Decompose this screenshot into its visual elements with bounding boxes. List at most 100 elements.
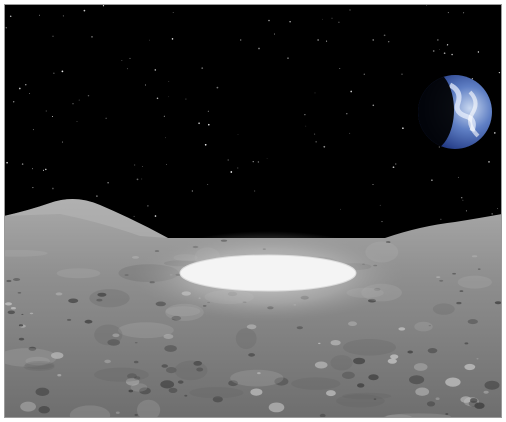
surface-patch xyxy=(414,321,433,332)
crater xyxy=(115,411,120,414)
crater xyxy=(413,363,428,371)
crater xyxy=(439,279,444,282)
star xyxy=(304,114,306,116)
crater xyxy=(330,340,341,346)
crater xyxy=(28,346,37,351)
surface-patch xyxy=(69,405,111,418)
star xyxy=(350,90,353,93)
crater xyxy=(13,278,21,281)
star xyxy=(141,178,143,180)
crater xyxy=(436,276,441,278)
crater xyxy=(464,363,476,371)
crater xyxy=(177,380,184,384)
star xyxy=(346,113,348,115)
crater xyxy=(97,292,107,297)
crater xyxy=(476,358,479,360)
star xyxy=(136,178,139,181)
surface-patch xyxy=(330,355,353,371)
star xyxy=(314,92,316,94)
star xyxy=(465,210,467,212)
star xyxy=(208,123,210,126)
star xyxy=(168,96,170,98)
crater xyxy=(248,353,256,357)
star xyxy=(457,176,459,178)
crater xyxy=(456,301,462,305)
star xyxy=(134,164,136,166)
star xyxy=(379,204,381,206)
star xyxy=(105,117,107,119)
frame xyxy=(4,4,502,418)
crater xyxy=(125,377,140,386)
star xyxy=(52,187,54,190)
star xyxy=(491,213,494,215)
star xyxy=(91,36,93,38)
star xyxy=(171,38,174,40)
crater xyxy=(348,321,357,327)
crater xyxy=(246,324,257,330)
image xyxy=(4,4,502,418)
surface-patch xyxy=(137,399,161,418)
crater xyxy=(319,413,326,418)
star xyxy=(216,86,219,89)
star xyxy=(381,221,383,223)
crater xyxy=(21,313,24,315)
star xyxy=(51,116,53,117)
star xyxy=(149,39,150,41)
surface-patch xyxy=(343,339,396,356)
star xyxy=(462,199,464,201)
crater xyxy=(134,342,138,344)
star xyxy=(372,104,375,107)
crater xyxy=(459,290,464,292)
star xyxy=(154,215,157,217)
star xyxy=(129,57,131,59)
star xyxy=(61,141,64,143)
crater xyxy=(385,241,391,243)
star xyxy=(387,40,390,43)
star xyxy=(45,168,47,171)
star xyxy=(107,182,109,184)
star xyxy=(166,164,167,165)
crater xyxy=(29,312,34,315)
crater xyxy=(484,380,500,390)
star xyxy=(25,84,27,86)
crater xyxy=(445,413,449,415)
star xyxy=(257,161,260,163)
crater xyxy=(318,342,321,345)
crater xyxy=(112,333,120,338)
crater xyxy=(38,406,50,414)
crater xyxy=(104,359,111,364)
earth xyxy=(418,75,492,149)
star xyxy=(431,179,433,182)
star xyxy=(32,168,33,170)
star xyxy=(268,19,270,22)
crater xyxy=(398,327,406,331)
star xyxy=(471,78,474,80)
crater xyxy=(445,377,461,387)
crater xyxy=(274,377,289,386)
crater xyxy=(467,319,478,325)
crater xyxy=(67,318,72,321)
star xyxy=(447,12,449,14)
star xyxy=(266,158,268,160)
star xyxy=(432,50,435,52)
crater xyxy=(5,302,12,306)
surface-patch xyxy=(56,268,101,279)
surface-patch xyxy=(174,360,208,381)
crater xyxy=(426,401,436,407)
surface-patch xyxy=(94,367,149,382)
crater xyxy=(124,274,129,276)
star xyxy=(53,72,55,74)
crater xyxy=(96,298,103,302)
star xyxy=(273,33,275,35)
crater xyxy=(17,292,22,294)
star xyxy=(102,5,105,7)
star xyxy=(142,166,143,168)
star xyxy=(323,145,326,148)
star xyxy=(305,125,307,127)
star xyxy=(185,98,187,100)
star xyxy=(154,69,157,71)
star xyxy=(254,190,256,192)
hill-highlight xyxy=(4,198,168,238)
crater xyxy=(257,372,261,375)
star xyxy=(62,15,64,17)
